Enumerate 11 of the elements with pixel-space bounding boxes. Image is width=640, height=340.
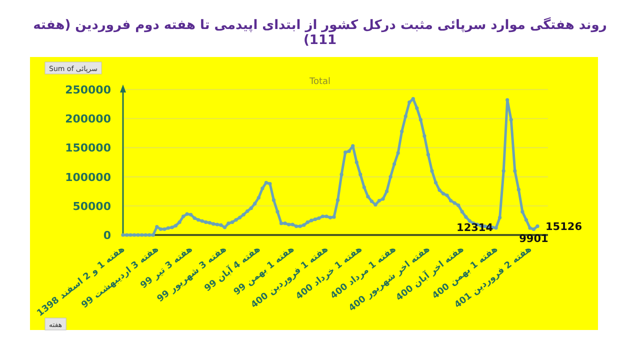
y-tick-label: 0 [103, 229, 112, 242]
y-tick-label: 250000 [65, 84, 112, 96]
chart-subtitle: Total [308, 77, 331, 87]
chart-title: روند هفتگی موارد سرپائی مثبت درکل کشور از ابتدای اپیدمی تا هفته دوم فروردین (هفته 111) [32, 18, 608, 48]
y-tick-label: 100000 [65, 170, 112, 184]
y-tick-label: 150000 [65, 142, 112, 155]
data-label: 9901 [519, 233, 548, 246]
data-label: 12314 [456, 222, 494, 234]
data-label: 15126 [546, 221, 582, 234]
y-tick-label: 50000 [72, 200, 112, 213]
y-tick-label: 200000 [65, 112, 112, 126]
